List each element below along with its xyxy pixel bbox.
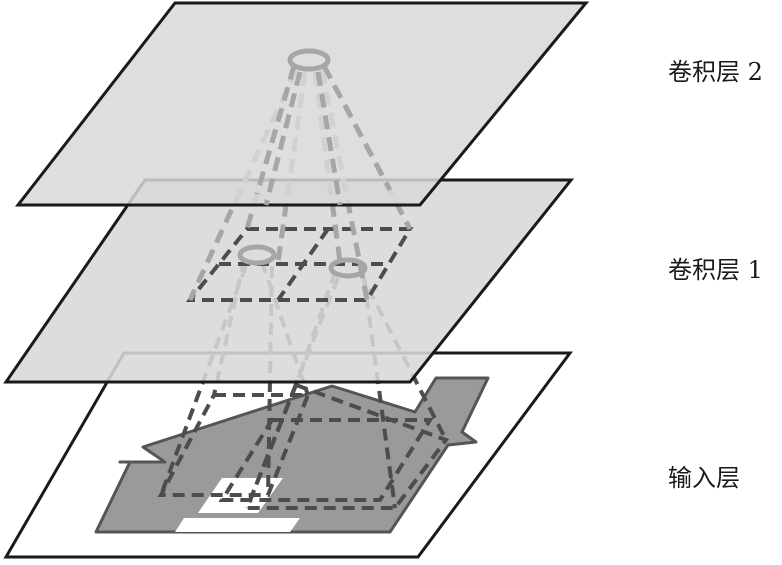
conv-layer-2-label: 卷积层 2: [668, 58, 763, 86]
input-layer-label: 输入层: [668, 464, 740, 492]
conv2-plane: [14, 1, 590, 207]
conv2-neuron: [287, 48, 331, 72]
conv-layer-2: [14, 1, 590, 207]
conv1-neuron-1: [237, 244, 277, 266]
conv-layer-1-label: 卷积层 1: [668, 256, 763, 284]
input-receptive-field-3: [218, 418, 434, 502]
conv1-neuron-2: [328, 257, 368, 279]
input-layer: [3, 351, 573, 559]
house-door: [175, 518, 300, 532]
